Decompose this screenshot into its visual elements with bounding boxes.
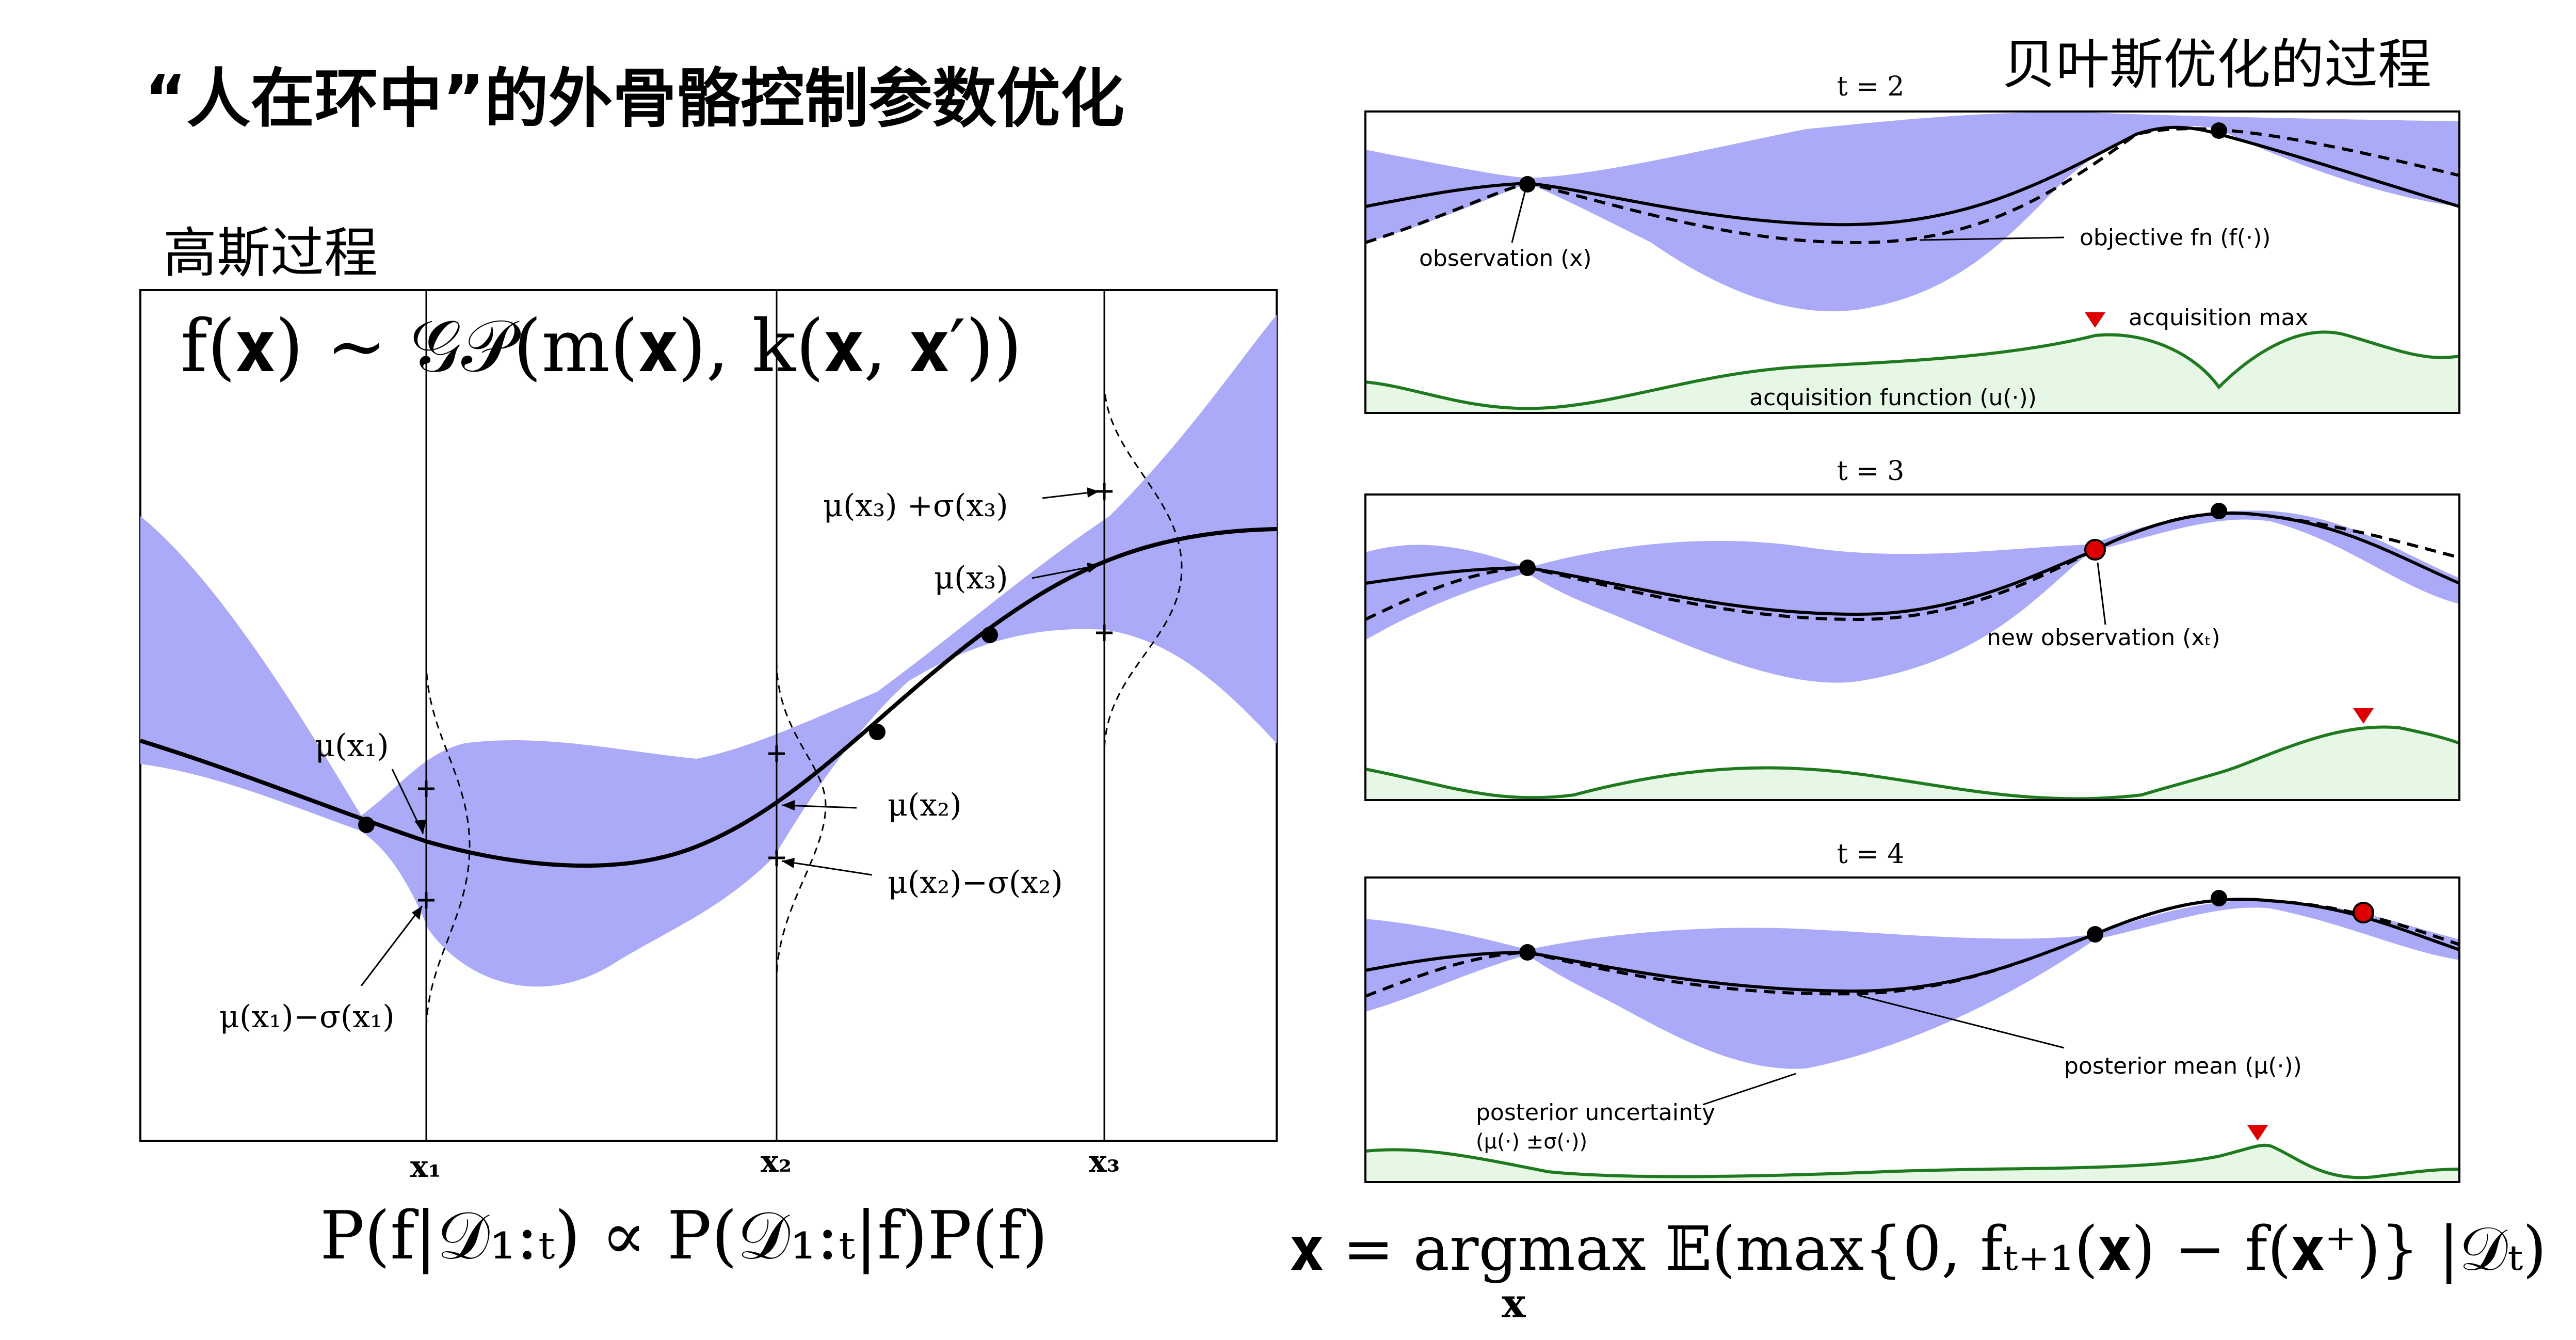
bo-annotation-new-observation: new observation (xₜ): [1987, 625, 2220, 651]
acquisition-formula: 𝐱 = argmax 𝔼(max{0, fₜ₊₁(𝐱) − f(𝐱⁺)} |𝒟ₜ…: [1290, 1213, 2547, 1284]
bo-acquisition-fill: [1365, 727, 2459, 800]
bo-acquisition-fill: [1365, 332, 2459, 413]
bo-observation-point: [1519, 944, 1536, 961]
bo-panel-frame: [1364, 876, 2460, 1183]
gp-label-mu-x2: μ(x₂): [888, 787, 962, 823]
bo-annotation-posterior-uncertainty: posterior uncertainty: [1476, 1099, 1715, 1126]
bo-uncertainty-band: [1365, 511, 2459, 683]
gp-uncertainty-band: [140, 315, 1277, 987]
gp-figure: μ(x₁) μ(x₁)−σ(x₁) μ(x₂) μ(x₂)−σ(x₂) μ(x₃…: [139, 289, 1278, 1184]
bo-acquisition-fill: [1365, 1145, 2459, 1182]
bo-panel-frame: [1364, 493, 2460, 801]
slide-title: “人在环中”的外骨骼控制参数优化: [144, 62, 1124, 136]
bo-acquisition-curve: [1365, 725, 2460, 801]
gp-gaussian-x2: [776, 660, 827, 981]
bo-panel-frame: [1364, 110, 2460, 414]
bo-objective-curve: [1365, 127, 2460, 245]
gp-heading: 高斯过程: [163, 221, 378, 284]
acquisition-formula-subscript: x: [1502, 1280, 1526, 1327]
bo-observation-point: [2087, 926, 2103, 943]
gp-observation-point: [869, 724, 886, 740]
bo-objective-curve: [1364, 898, 2460, 998]
gp-gaussian-x1: [425, 660, 471, 1033]
gp-label-mu-x1: μ(x₁): [315, 728, 389, 764]
bo-annotation-posterior-uncertainty-sub: (μ(·) ±σ(·)): [1476, 1130, 1587, 1154]
bo-panel-t2: t = 2 observation (x) objective fn (f(·)…: [1364, 71, 2460, 414]
bo-objective-curve: [1364, 512, 2460, 621]
bo-acquisition-curve: [1365, 330, 2460, 410]
gp-gaussian-x3: [1103, 381, 1183, 754]
bo-annotation-objective: objective fn (f(·)): [2080, 225, 2271, 251]
gp-label-mu-x2-minus-sigma: μ(x₂)−σ(x₂): [888, 865, 1063, 901]
bo-acquisition-max-marker: [2353, 708, 2374, 724]
gp-label-mu-x3: μ(x₃): [934, 560, 1008, 596]
bo-observation-point: [2211, 122, 2227, 139]
bo-figure: t = 2 observation (x) objective fn (f(·)…: [1364, 71, 2460, 1183]
gp-mean-curve: [139, 527, 1277, 868]
bo-new-observation-point: [2353, 902, 2374, 923]
bo-heading: 贝叶斯优化的过程: [2002, 33, 2432, 96]
bo-observation-point: [2211, 503, 2227, 519]
gp-x-tick: x₃: [1089, 1144, 1120, 1179]
bo-panel-title: t = 3: [1837, 456, 1905, 487]
bo-annotation-observation: observation (x): [1419, 245, 1592, 272]
bo-panel-t4: t = 4 posterior mean (μ(·)) posterior un…: [1364, 839, 2460, 1183]
bo-acquisition-max-marker: [2247, 1125, 2268, 1141]
gp-arrow-heads: [412, 487, 1099, 920]
gp-label-mu-x1-minus-sigma: μ(x₁)−σ(x₁): [219, 999, 395, 1035]
bo-acquisition-curve: [1365, 1143, 2460, 1179]
bo-acquisition-max-marker: [2085, 312, 2105, 328]
bo-uncertainty-band: [1365, 112, 2459, 312]
gp-prior-formula: f(𝐱) ∼ 𝒢𝒫(m(𝐱), k(𝐱, 𝐱′)): [181, 305, 1022, 389]
gp-x-tick: x₂: [761, 1144, 792, 1179]
bo-panel-t3: t = 3 new observation (xₜ): [1364, 456, 2460, 801]
gp-observation-point: [358, 817, 375, 833]
bo-panel-title: t = 2: [1837, 71, 1905, 102]
bo-annotation-acq-fn: acquisition function (u(·)): [1749, 385, 2037, 411]
gp-posterior-formula: P(f|𝒟₁:ₜ) ∝ P(𝒟₁:ₜ|f)P(f): [320, 1198, 1048, 1274]
bo-uncertainty-band: [1365, 900, 2459, 1069]
bo-annotation-posterior-mean: posterior mean (μ(·)): [2064, 1053, 2302, 1079]
gp-x-tick: x₁: [410, 1149, 441, 1184]
bo-observation-point: [1519, 176, 1536, 193]
bo-observation-point: [1519, 560, 1536, 576]
bo-panel-title: t = 4: [1837, 839, 1905, 870]
gp-label-mu-x3-plus-sigma: μ(x₃) +σ(x₃): [823, 488, 1008, 524]
bo-new-observation-point: [2084, 539, 2106, 561]
bo-observation-point: [2211, 890, 2227, 906]
bo-annotation-acq-max: acquisition max: [2129, 305, 2308, 331]
gp-observation-point: [981, 627, 998, 643]
